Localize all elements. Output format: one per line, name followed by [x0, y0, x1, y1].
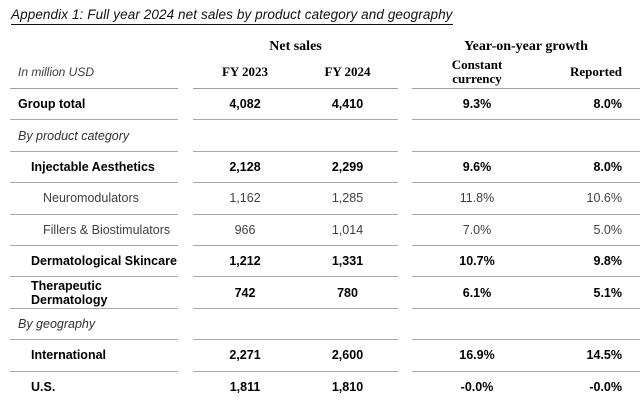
cell-fy2023: 2,271: [229, 348, 261, 363]
cell-fy2024: 780: [337, 285, 358, 300]
table-row-group-total: Group total 4,082 4,410 9.3% 8.0%: [0, 89, 640, 121]
table-row-dermatological-skincare: Dermatological Skincare 1,212 1,331 10.7…: [0, 246, 640, 278]
fy2024-column-header: FY 2024: [324, 64, 371, 79]
table-row-therapeutic-dermatology: Therapeutic Dermatology 742 780 6.1% 5.1…: [0, 277, 640, 309]
cell-reported: -0.0%: [589, 380, 622, 395]
page-title: Appendix 1: Full year 2024 net sales by …: [11, 7, 453, 25]
cell-fy2023: 966: [234, 222, 256, 237]
cell-reported: 8.0%: [593, 97, 623, 112]
row-label: Neuromodulators: [43, 191, 139, 206]
cell-fy2023: 2,128: [229, 159, 261, 174]
cell-reported: 8.0%: [593, 159, 623, 174]
cell-reported: 9.8%: [593, 254, 623, 269]
constant-currency-column-header: Constant currency: [451, 57, 503, 86]
row-label: Injectable Aesthetics: [31, 159, 155, 174]
table-row-injectable-aesthetics: Injectable Aesthetics 2,128 2,299 9.6% 8…: [0, 152, 640, 184]
net-sales-header-cells: FY 2023 FY 2024: [193, 56, 398, 89]
row-label: Fillers & Biostimulators: [43, 222, 171, 237]
row-label: Dermatological Skincare: [31, 254, 177, 269]
cell-fy2024: 1,014: [331, 222, 364, 237]
cell-fy2024: 1,810: [331, 380, 364, 395]
table-section-by-geography: By geography: [0, 309, 640, 341]
unit-header-cell: In million USD: [10, 56, 178, 89]
table-section-by-product-category: By product category: [0, 120, 640, 152]
cell-fy2023: 1,811: [229, 380, 261, 395]
cell-constant-currency: 16.9%: [459, 348, 495, 363]
cell-fy2024: 2,600: [331, 348, 364, 363]
fy2023-column-header: FY 2023: [221, 64, 269, 79]
cell-fy2024: 1,331: [331, 254, 364, 269]
cell-reported: 5.0%: [593, 222, 623, 237]
net-sales-group-header: Net sales: [193, 38, 398, 56]
table-column-header-row: In million USD FY 2023 FY 2024 Constant …: [0, 56, 640, 89]
row-label: Group total: [18, 97, 86, 112]
cell-constant-currency: 6.1%: [462, 285, 492, 300]
cell-fy2023: 4,082: [229, 97, 261, 112]
cell-fy2023: 1,162: [229, 191, 261, 206]
table-row-neuromodulators: Neuromodulators 1,162 1,285 11.8% 10.6%: [0, 183, 640, 215]
table-group-header-row: Net sales Year-on-year growth: [0, 38, 640, 56]
cell-fy2024: 2,299: [331, 159, 364, 174]
cell-fy2024: 1,285: [331, 191, 364, 206]
cell-reported: 10.6%: [586, 191, 622, 206]
reported-column-header: Reported: [570, 64, 622, 79]
table-row-us: U.S. 1,811 1,810 -0.0% -0.0%: [0, 372, 640, 403]
cell-reported: 14.5%: [586, 348, 622, 363]
group-header-spacer: [10, 38, 178, 56]
cell-fy2024: 4,410: [331, 97, 364, 112]
section-label: By product category: [18, 128, 130, 143]
cell-constant-currency: 7.0%: [462, 222, 492, 237]
growth-header-cells: Constant currency Reported: [412, 56, 640, 89]
row-label: Therapeutic Dermatology: [31, 278, 108, 307]
cell-constant-currency: 11.8%: [459, 191, 495, 206]
cell-reported: 5.1%: [593, 285, 623, 300]
title-row: Appendix 1: Full year 2024 net sales by …: [0, 0, 640, 32]
net-sales-label: Net sales: [269, 39, 322, 54]
row-label: U.S.: [31, 380, 56, 395]
cell-constant-currency: 9.6%: [462, 159, 492, 174]
section-label: By geography: [18, 316, 96, 331]
cell-constant-currency: 9.3%: [462, 97, 492, 112]
cell-fy2023: 1,212: [229, 254, 261, 269]
yoy-growth-label: Year-on-year growth: [464, 39, 588, 54]
row-label: International: [31, 348, 107, 363]
table-row-fillers-biostimulators: Fillers & Biostimulators 966 1,014 7.0% …: [0, 215, 640, 246]
cell-constant-currency: -0.0%: [460, 380, 494, 395]
table-row-international: International 2,271 2,600 16.9% 14.5%: [0, 340, 640, 372]
cell-constant-currency: 10.7%: [459, 254, 495, 269]
yoy-growth-group-header: Year-on-year growth: [412, 38, 640, 56]
unit-label: In million USD: [18, 65, 95, 79]
cell-fy2023: 742: [234, 285, 256, 300]
